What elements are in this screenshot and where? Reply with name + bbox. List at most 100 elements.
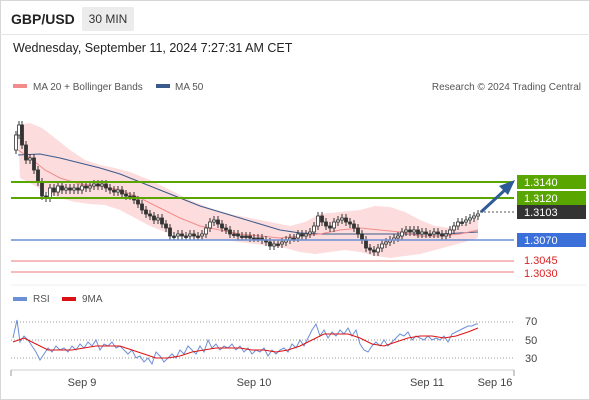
- candle-body: [348, 221, 352, 225]
- candle-body: [20, 124, 24, 146]
- candle-body: [160, 217, 164, 225]
- candle-body: [220, 223, 224, 229]
- credit-label: Research © 2024 Trading Central: [432, 82, 581, 93]
- candle-body: [268, 241, 272, 247]
- rsi-line: [12, 319, 478, 366]
- candle-body: [116, 189, 120, 193]
- candle-body: [228, 229, 232, 235]
- rsi-axis-30: 30: [525, 353, 537, 365]
- candle-body: [208, 221, 212, 229]
- candle-body: [404, 229, 408, 233]
- current-price-label: 1.3103: [524, 207, 558, 219]
- candle-body: [436, 231, 440, 235]
- candlestick-series: [14, 121, 480, 256]
- candle-body: [236, 233, 240, 237]
- candle-body: [380, 243, 384, 249]
- candle-body: [364, 239, 368, 249]
- candle-body: [232, 233, 236, 236]
- candle-body: [396, 235, 400, 239]
- candle-body: [52, 187, 56, 193]
- candle-body: [216, 219, 220, 225]
- candle-body: [444, 233, 448, 237]
- candle-body: [76, 187, 80, 191]
- candle-body: [156, 217, 160, 221]
- level-label-5: 1.3045: [524, 255, 558, 267]
- candle-body: [192, 233, 196, 237]
- candle-body: [108, 187, 112, 191]
- candle-body: [188, 233, 192, 237]
- ma20-legend-swatch: [13, 84, 27, 88]
- candle-body: [472, 215, 476, 219]
- candle-body: [204, 227, 208, 235]
- candle-body: [420, 231, 424, 235]
- candle-body: [28, 157, 32, 161]
- ma50-legend-swatch: [156, 84, 170, 88]
- ma20-legend-label: MA 20 + Bollinger Bands: [33, 82, 143, 93]
- rsi-axis-50: 50: [525, 335, 537, 347]
- rsi-legend-label: RSI: [33, 294, 50, 305]
- ma9-legend-label: 9MA: [82, 294, 103, 305]
- ma9-legend-swatch: [62, 297, 76, 301]
- candle-body: [400, 231, 404, 237]
- level-label-bg-1: [517, 175, 586, 189]
- level-label-bg-4: [517, 233, 586, 247]
- candle-body: [328, 225, 332, 229]
- candle-body: [124, 193, 128, 197]
- candle-body: [240, 235, 244, 238]
- candle-body: [340, 217, 344, 221]
- ma20-line: [17, 149, 479, 239]
- candle-body: [416, 229, 420, 235]
- candle-body: [176, 233, 180, 237]
- level-label-1: 1.3140: [524, 177, 558, 189]
- candle-body: [14, 134, 18, 151]
- candle-body: [184, 235, 188, 238]
- candle-body: [336, 219, 340, 223]
- candle-body: [32, 157, 36, 171]
- timeframe-button[interactable]: 30 MIN: [82, 7, 134, 31]
- candle-body: [316, 215, 320, 227]
- candle-body: [304, 233, 308, 237]
- candle-body: [464, 219, 468, 223]
- chart-datetime: Wednesday, September 11, 2024 7:27:31 AM…: [13, 41, 293, 55]
- candle-body: [408, 229, 412, 233]
- bollinger-band: [18, 123, 478, 258]
- level-label-4: 1.3070: [524, 235, 558, 247]
- candle-body: [24, 144, 28, 161]
- current-price-label-bg: [517, 205, 586, 219]
- candle-body: [372, 249, 376, 253]
- candle-body: [308, 231, 312, 235]
- candle-body: [196, 235, 200, 238]
- candle-body: [296, 233, 300, 239]
- candle-body: [136, 199, 140, 205]
- candle-body: [468, 217, 472, 221]
- candle-body: [144, 209, 148, 215]
- candle-body: [312, 225, 316, 233]
- rsi-legend-swatch: [13, 297, 27, 301]
- candle-body: [60, 185, 64, 191]
- candle-body: [68, 187, 72, 191]
- candle-body: [148, 213, 152, 217]
- candle-body: [40, 181, 44, 197]
- level-label-6: 1.3030: [524, 268, 558, 280]
- candle-body: [80, 185, 84, 191]
- candle-body: [164, 223, 168, 229]
- x-axis-label-sep16: Sep 16: [478, 377, 513, 389]
- x-axis-label-sep10: Sep 10: [237, 377, 272, 389]
- candle-body: [460, 221, 464, 224]
- level-label-bg-2: [517, 191, 586, 205]
- candle-body: [172, 235, 176, 238]
- candle-body: [320, 215, 324, 223]
- candle-body: [140, 203, 144, 211]
- symbol-title: GBP/USD: [11, 11, 75, 27]
- candle-body: [332, 221, 336, 229]
- candle-body: [152, 215, 156, 221]
- candle-body: [376, 247, 380, 253]
- forecast-arrow-head: [499, 180, 515, 195]
- candle-body: [212, 219, 216, 223]
- candle-body: [452, 225, 456, 231]
- rsi-ma-line: [12, 327, 479, 359]
- candle-body: [100, 183, 104, 187]
- candle-body: [448, 229, 452, 235]
- candle-body: [276, 243, 280, 246]
